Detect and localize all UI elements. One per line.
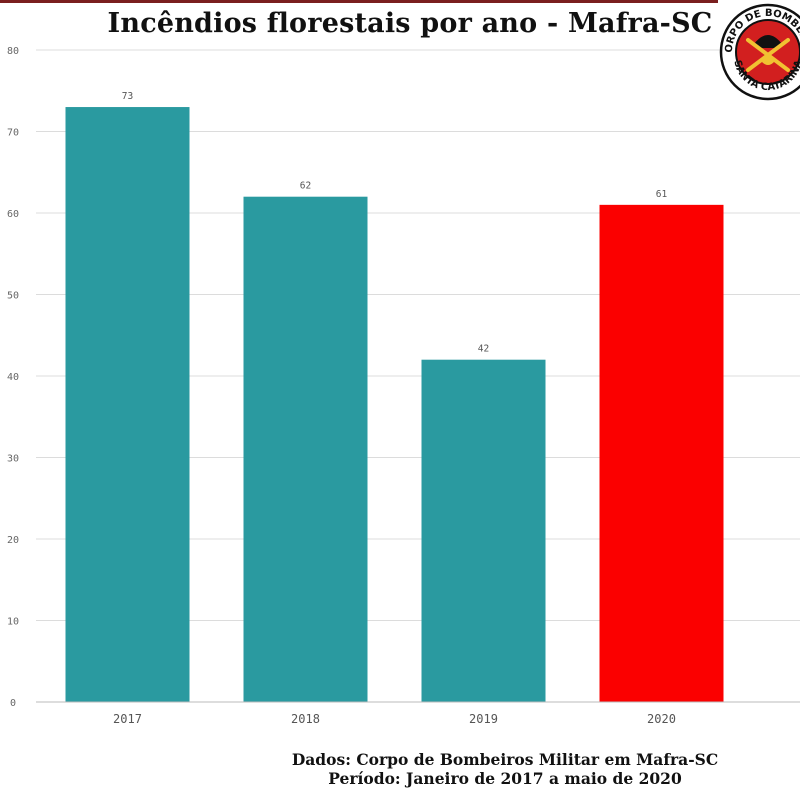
bar: [599, 204, 724, 702]
x-tick-label: 2018: [291, 712, 320, 726]
y-tick-label: 40: [7, 372, 19, 383]
y-tick-label: 30: [7, 454, 19, 465]
source-note: Dados: Corpo de Bombeiros Militar em Maf…: [291, 750, 719, 769]
y-tick-label: 20: [7, 535, 19, 546]
chart-footer: Dados: Corpo de Bombeiros Militar em Maf…: [250, 750, 760, 788]
bar-value-label: 42: [478, 344, 489, 355]
y-tick-label: 80: [7, 46, 19, 57]
y-tick-label: 60: [7, 209, 19, 220]
y-tick-label: 50: [7, 291, 19, 302]
bar: [65, 107, 190, 703]
period-note: Período: Janeiro de 2017 a maio de 2020: [328, 769, 682, 788]
bar: [243, 196, 368, 702]
y-tick-label: 70: [7, 128, 19, 139]
bar-value-label: 61: [656, 189, 668, 200]
bar-value-label: 62: [300, 181, 311, 192]
y-tick-label: 0: [10, 698, 16, 709]
x-tick-label: 2017: [113, 712, 142, 726]
y-tick-label: 10: [7, 617, 19, 628]
x-tick-label: 2020: [647, 712, 676, 726]
top-rule: [0, 0, 718, 3]
bar: [421, 359, 546, 702]
bar-value-label: 73: [122, 91, 133, 102]
fire-department-logo: CORPO DE BOMBEIROS SANTA CATARINA: [718, 2, 800, 101]
chart-title: Incêndios florestais por ano - Mafra-SC: [107, 8, 713, 39]
x-tick-label: 2019: [469, 712, 498, 726]
